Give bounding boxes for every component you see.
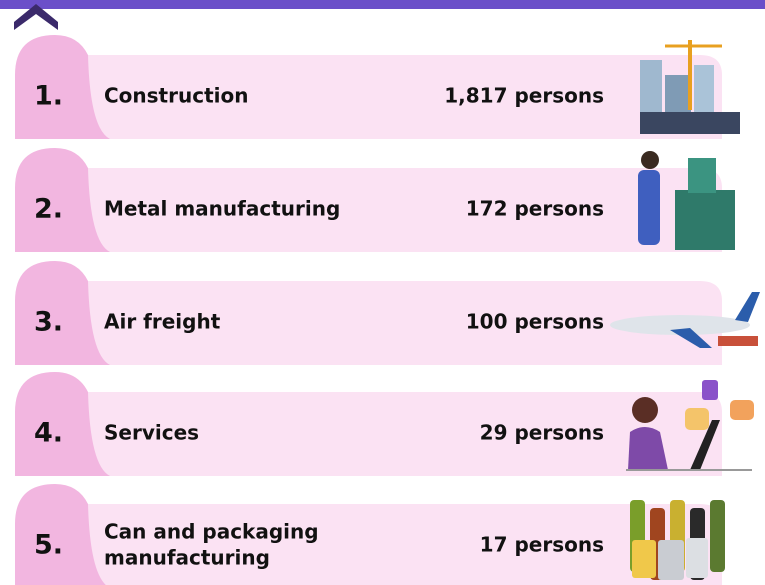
item-count: 100 persons xyxy=(466,310,604,334)
item-count: 1,817 persons xyxy=(444,84,604,108)
item-label: manufacturing xyxy=(104,546,270,570)
worker-head xyxy=(641,151,659,169)
item-rank: 2. xyxy=(34,194,63,225)
list-item: 3. Air freight 100 persons xyxy=(15,261,760,365)
item-label: Metal manufacturing xyxy=(104,197,340,221)
item-label: Air freight xyxy=(104,310,221,334)
top-bar xyxy=(0,0,765,9)
bubble xyxy=(685,408,709,430)
item-rank: 5. xyxy=(34,530,63,561)
plane-tail xyxy=(735,292,760,322)
item-label: Can and packaging xyxy=(104,520,319,544)
item-count: 29 persons xyxy=(480,421,604,445)
item-rank: 1. xyxy=(34,81,63,112)
item-rank: 4. xyxy=(34,418,63,449)
infographic: 1. Construction 1,817 persons 2. Metal manuf… xyxy=(0,0,765,585)
item-label: Construction xyxy=(104,84,248,108)
item-illustration xyxy=(640,40,740,134)
list-item: 1. Construction 1,817 persons xyxy=(15,35,740,139)
list: 1. Construction 1,817 persons 2. Metal manuf… xyxy=(15,35,760,585)
bottle xyxy=(710,500,725,572)
item-count: 172 persons xyxy=(466,197,604,221)
workers xyxy=(640,112,740,134)
can xyxy=(658,540,684,580)
item-count: 17 persons xyxy=(480,533,604,557)
item-illustration xyxy=(630,500,725,580)
item-label: Services xyxy=(104,421,199,445)
machine-top xyxy=(688,158,716,193)
worker xyxy=(638,170,660,245)
item-illustration xyxy=(638,151,735,250)
can xyxy=(632,540,656,578)
item-rank: 3. xyxy=(34,307,63,338)
list-item: 2. Metal manufacturing 172 persons xyxy=(15,148,735,252)
cargo xyxy=(718,336,758,346)
machine xyxy=(675,190,735,250)
item-band xyxy=(80,504,722,585)
list-item: 4. Services 29 persons xyxy=(15,372,754,476)
agent-head xyxy=(632,397,658,423)
bubble xyxy=(702,380,718,400)
can xyxy=(686,538,708,578)
bubble xyxy=(730,400,754,420)
